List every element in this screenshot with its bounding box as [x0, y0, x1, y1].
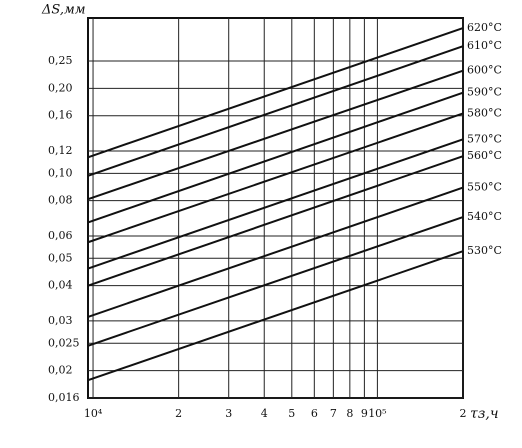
series-line — [87, 155, 464, 287]
x-tick-label: 7 — [330, 407, 337, 420]
y-tick-label: 0,03 — [48, 314, 73, 327]
series-label: 550°C — [467, 181, 502, 194]
series-label: 540°C — [467, 210, 502, 223]
series-label: 580°C — [467, 106, 502, 119]
y-tick-label: 0,25 — [48, 54, 73, 67]
x-tick-label: 2 — [460, 407, 467, 420]
y-tick-label: 0,08 — [48, 194, 73, 207]
x-tick-label: 2 — [175, 407, 182, 420]
series-line — [87, 186, 464, 318]
series-label: 620°C — [467, 21, 502, 34]
y-tick-label: 0,10 — [48, 166, 73, 179]
series-label: 560°C — [467, 149, 502, 162]
x-tick-label: 3 — [225, 407, 232, 420]
y-tick-label: 0,025 — [48, 336, 80, 349]
series-line — [87, 250, 464, 382]
series-line — [87, 27, 464, 159]
y-tick-label: 0,12 — [48, 144, 73, 157]
y-axis-label: ΔS,мм — [41, 3, 86, 18]
series-line — [87, 45, 464, 177]
series-label: 610°C — [467, 39, 502, 52]
x-tick-label: 8 — [346, 407, 353, 420]
x-axis-label: τз,ч — [470, 406, 499, 422]
series-line — [87, 69, 464, 201]
series-label: 600°C — [467, 64, 502, 77]
x-tick-label: 4 — [261, 407, 268, 420]
series-label: 570°C — [467, 132, 502, 145]
series-line — [87, 216, 464, 347]
x-tick-label: 10⁵ — [368, 407, 386, 420]
x-tick-label: 5 — [288, 407, 295, 420]
series-label: 590°C — [467, 86, 502, 99]
y-tick-label: 0,05 — [48, 251, 73, 264]
y-tick-label: 0,06 — [48, 229, 73, 242]
series-line — [87, 91, 464, 224]
x-tick-label: 9 — [361, 407, 368, 420]
y-tick-label: 0,20 — [48, 81, 73, 94]
series-line — [87, 112, 464, 244]
y-tick-label: 0,02 — [48, 364, 73, 377]
y-tick-label: 0,16 — [48, 109, 73, 122]
x-tick-label: 10⁴ — [84, 407, 103, 420]
x-tick-label: 6 — [311, 407, 318, 420]
y-tick-label: 0,016 — [48, 391, 80, 404]
y-tick-label: 0,04 — [48, 279, 73, 292]
series-line — [87, 138, 464, 270]
series-label: 530°C — [467, 244, 502, 257]
